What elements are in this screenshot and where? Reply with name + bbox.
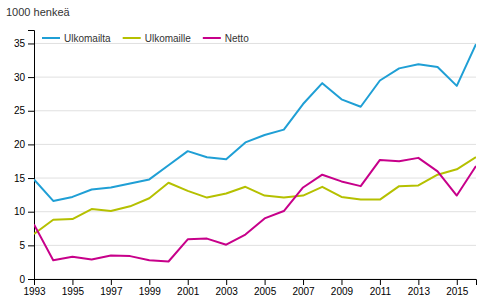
x-tick: 2005 bbox=[254, 279, 277, 297]
y-tick-mark bbox=[28, 212, 34, 213]
x-tick-mark bbox=[457, 279, 458, 285]
grid-line bbox=[34, 77, 476, 78]
y-axis-title: 1000 henkeä bbox=[6, 6, 70, 18]
x-tick-mark bbox=[380, 279, 381, 285]
legend-label: Ulkomaille bbox=[145, 33, 192, 44]
y-tick-label: 35 bbox=[14, 38, 26, 49]
chart: 1993199519971999200120032005200720092011… bbox=[0, 0, 492, 303]
y-tick: 15 bbox=[14, 173, 34, 184]
x-tick-label: 2011 bbox=[370, 286, 392, 297]
y-tick-mark bbox=[28, 144, 34, 145]
legend-item: Ulkomaille bbox=[123, 33, 192, 44]
y-tick: 5 bbox=[19, 240, 34, 251]
x-tick-mark bbox=[226, 279, 227, 285]
x-tick: 2009 bbox=[331, 279, 354, 297]
y-tick: 25 bbox=[14, 105, 34, 116]
x-tick-label: 2003 bbox=[216, 286, 239, 297]
x-tick-label: 2015 bbox=[446, 286, 469, 297]
y-tick-mark bbox=[28, 77, 34, 78]
x-tick-label: 2007 bbox=[292, 286, 315, 297]
x-tick-label: 1999 bbox=[139, 286, 162, 297]
x-tick-mark bbox=[149, 279, 150, 285]
y-tick: 35 bbox=[14, 38, 34, 49]
y-tick-label: 30 bbox=[14, 72, 26, 83]
y-tick-mark bbox=[28, 279, 34, 280]
x-tick-mark bbox=[303, 279, 304, 285]
y-tick: 0 bbox=[19, 274, 34, 285]
x-tick-mark bbox=[341, 279, 342, 285]
x-tick: 1997 bbox=[100, 279, 123, 297]
grid-line bbox=[34, 110, 476, 111]
grid-line bbox=[34, 144, 476, 145]
x-tick-label: 2009 bbox=[331, 286, 354, 297]
x-tick: 2007 bbox=[292, 279, 315, 297]
legend-label: Ulkomailta bbox=[64, 33, 111, 44]
legend-swatch bbox=[203, 37, 221, 39]
y-tick-mark bbox=[28, 43, 34, 44]
x-tick-label: 2013 bbox=[408, 286, 431, 297]
y-axis-line bbox=[28, 31, 35, 280]
legend-swatch bbox=[123, 37, 141, 39]
x-tick: 2011 bbox=[370, 279, 392, 297]
x-tick-mark bbox=[111, 279, 112, 285]
grid-line bbox=[34, 211, 476, 212]
x-tick-mark bbox=[188, 279, 189, 285]
y-tick-label: 25 bbox=[14, 105, 26, 116]
x-tick: 2013 bbox=[408, 279, 431, 297]
x-tick-label: 2005 bbox=[254, 286, 277, 297]
x-tick-label: 1993 bbox=[23, 286, 46, 297]
grid bbox=[34, 43, 476, 279]
y-tick: 30 bbox=[14, 72, 34, 83]
x-tick-label: 1995 bbox=[62, 286, 85, 297]
x-tick-label: 2001 bbox=[177, 286, 200, 297]
lines bbox=[34, 44, 476, 261]
y-tick-label: 0 bbox=[19, 274, 25, 285]
y-tick-label: 5 bbox=[19, 240, 25, 251]
x-tick-mark bbox=[72, 279, 73, 285]
x-axis: 1993 1995 1997 1999 2001 2003 2005 2007 2009 2011… bbox=[23, 279, 476, 297]
series-line bbox=[34, 157, 476, 234]
x-tick: 1999 bbox=[139, 279, 162, 297]
y-axis: 0 5 10 15 20 25 30 35 bbox=[14, 31, 35, 285]
x-tick: 2003 bbox=[216, 279, 239, 297]
y-tick-label: 15 bbox=[14, 173, 26, 184]
y-tick: 20 bbox=[14, 139, 34, 150]
grid-line bbox=[34, 245, 476, 246]
legend-item: Ulkomailta bbox=[42, 33, 111, 44]
legend-swatch bbox=[42, 37, 60, 39]
y-tick: 10 bbox=[14, 206, 34, 217]
y-tick-mark bbox=[28, 245, 34, 246]
y-tick-mark bbox=[28, 111, 34, 112]
y-tick-label: 20 bbox=[14, 139, 26, 150]
x-tick-label: 1997 bbox=[100, 286, 123, 297]
x-tick: 2015 bbox=[446, 279, 469, 297]
plot: 1993199519971999200120032005200720092011… bbox=[14, 31, 477, 298]
series-line bbox=[34, 44, 476, 201]
legend-item: Netto bbox=[203, 33, 249, 44]
x-tick: 1993 bbox=[23, 279, 46, 297]
y-tick-mark bbox=[28, 178, 34, 179]
x-axis-line bbox=[35, 280, 477, 286]
x-tick: 2001 bbox=[177, 279, 200, 297]
series-line bbox=[34, 158, 476, 262]
grid-line bbox=[34, 178, 476, 179]
x-tick-mark bbox=[418, 279, 419, 285]
legend: Ulkomailta Ulkomaille Netto bbox=[42, 33, 249, 44]
y-tick-label: 10 bbox=[14, 206, 26, 217]
legend-label: Netto bbox=[225, 33, 249, 44]
x-tick-mark bbox=[265, 279, 266, 285]
x-tick: 1995 bbox=[62, 279, 85, 297]
